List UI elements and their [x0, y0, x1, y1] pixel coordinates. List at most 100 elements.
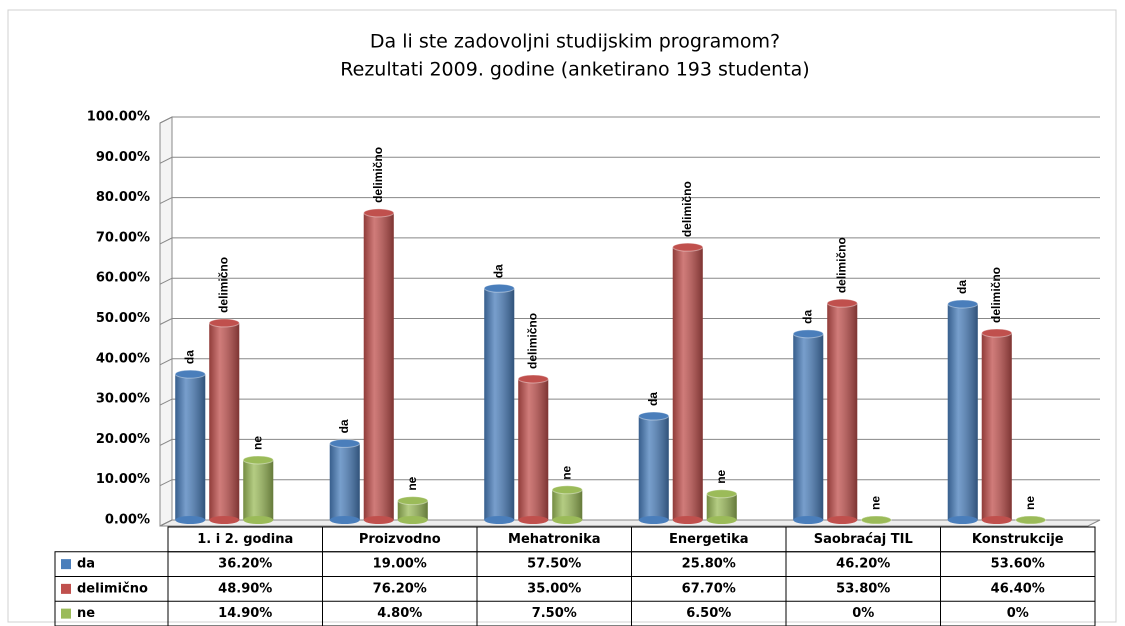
table-cell: 76.20%: [373, 581, 427, 596]
bar-shade: [552, 489, 583, 520]
bar-top: [860, 515, 892, 525]
bar-shade: [981, 333, 1012, 520]
bar-label: delimično: [834, 237, 848, 293]
table-cell: 36.20%: [218, 557, 272, 572]
bar-top: [397, 496, 429, 506]
legend-label: delimično: [77, 581, 148, 596]
bar: [363, 208, 395, 524]
chart-subtitle: Rezultati 2009. godine (anketirano 193 s…: [340, 59, 809, 81]
bar: [329, 438, 361, 524]
bar-bottom: [981, 516, 1012, 524]
bar-top: [208, 318, 240, 328]
bar-label: ne: [1023, 496, 1037, 510]
bar-bottom: [793, 516, 824, 524]
bar-bottom: [706, 516, 737, 524]
bar-label: delimično: [216, 257, 230, 313]
table-cell: 0%: [1007, 606, 1029, 621]
legend-label: ne: [77, 606, 95, 621]
bar: [208, 318, 240, 524]
bar: [242, 455, 274, 524]
y-tick-label: 30.00%: [96, 392, 150, 407]
bar-label: da: [800, 309, 814, 323]
bar-label: da: [955, 280, 969, 294]
bar-label: da: [337, 419, 351, 433]
table-cell: 25.80%: [682, 557, 736, 572]
bar-bottom: [947, 516, 978, 524]
bar-shade: [209, 322, 240, 520]
bar-top: [242, 455, 274, 465]
bar-bottom: [243, 516, 274, 524]
grid-line: [159, 277, 1100, 285]
y-tick-label: 70.00%: [96, 230, 150, 245]
x-tick-label: 1. i 2. godina: [197, 532, 293, 547]
bar: [638, 411, 670, 524]
grid-line: [159, 358, 1100, 366]
bar-label: ne: [405, 476, 419, 490]
bar-shade: [518, 378, 549, 520]
y-tick-label: 80.00%: [96, 190, 150, 205]
bar: [483, 283, 515, 524]
bar-label: delimično: [680, 181, 694, 237]
bar-label: da: [491, 264, 505, 278]
bar-shade: [706, 493, 737, 520]
bar: [517, 374, 549, 524]
grid-line: [159, 116, 1100, 124]
bar-bottom: [518, 516, 549, 524]
y-tick-label: 40.00%: [96, 351, 150, 366]
grid-line: [159, 318, 1100, 325]
bar-label: da: [182, 350, 196, 364]
frame: [7, 9, 1117, 623]
bar-shade: [329, 443, 360, 520]
table-cell: 4.80%: [377, 606, 422, 621]
y-tick-label: 10.00%: [96, 472, 150, 487]
bar-label: delimično: [989, 267, 1003, 323]
bar-shade: [175, 374, 206, 520]
table-cell: 48.90%: [218, 581, 272, 596]
bar-label: ne: [250, 436, 264, 450]
table-cell: 67.70%: [682, 581, 736, 596]
bar-label: ne: [559, 465, 573, 479]
grid-line: [159, 479, 1100, 487]
legend-swatch: [61, 583, 71, 594]
bar-bottom: [552, 516, 583, 524]
bar: [860, 515, 892, 525]
table-cell: 46.40%: [991, 581, 1045, 596]
bar-top: [174, 369, 206, 379]
bar-shade: [638, 416, 669, 520]
bar: [792, 329, 824, 524]
table-cell: 6.50%: [686, 606, 731, 621]
y-tick-label: 60.00%: [96, 271, 150, 286]
table-cell: 35.00%: [527, 581, 581, 596]
bar-bottom: [827, 516, 858, 524]
bar-bottom: [175, 516, 206, 524]
legend-swatch: [61, 559, 71, 570]
grid-line: [159, 237, 1100, 245]
bar-label: da: [646, 392, 660, 406]
bar-bottom: [209, 516, 240, 524]
bar-shade: [827, 303, 858, 520]
table-cell: 0%: [852, 606, 874, 621]
bar: [672, 242, 704, 524]
bar-shade: [243, 459, 274, 520]
grid-line: [159, 519, 1100, 527]
bar-label: delimično: [525, 313, 539, 369]
x-tick-label: Proizvodno: [359, 532, 441, 547]
legend-swatch: [61, 608, 71, 619]
table-cell: 57.50%: [527, 557, 581, 572]
chart-title: Da li ste zadovoljni studijskim programo…: [370, 31, 780, 53]
bar: [826, 298, 858, 524]
table-cell: 7.50%: [532, 606, 577, 621]
bar: [706, 489, 738, 524]
bar-bottom: [484, 516, 515, 524]
bar: [947, 299, 979, 524]
bar-top: [981, 328, 1013, 338]
x-tick-label: Konstrukcije: [972, 532, 1064, 547]
bar-top: [517, 374, 549, 384]
y-tick-label: 100.00%: [87, 110, 150, 125]
bar-shade: [672, 247, 703, 520]
bar-bottom: [672, 516, 703, 524]
grid-line: [159, 398, 1100, 406]
x-tick-label: Energetika: [669, 532, 749, 547]
table-cell: 53.80%: [836, 581, 890, 596]
bar-top: [947, 299, 979, 309]
